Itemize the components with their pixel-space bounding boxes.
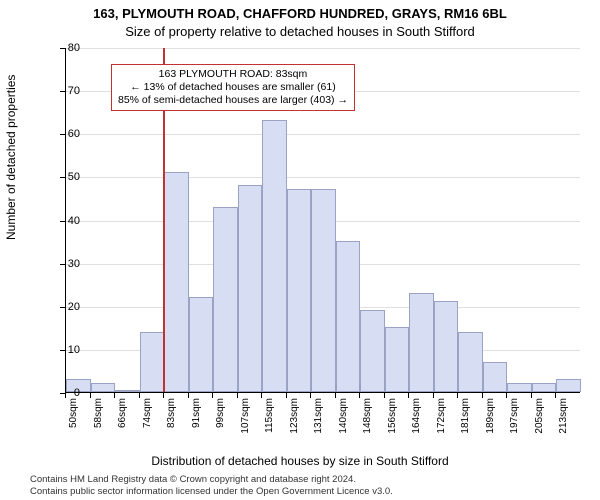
- x-tick-label: 115sqm: [264, 398, 275, 433]
- x-tick-label: 91sqm: [191, 398, 202, 428]
- histogram-bar: [238, 185, 263, 392]
- gridline: [66, 177, 580, 178]
- x-tick: [555, 393, 556, 398]
- x-tick: [482, 393, 483, 398]
- y-tick-label: 80: [50, 42, 80, 54]
- x-tick: [384, 393, 385, 398]
- x-tick-label: 66sqm: [117, 398, 128, 428]
- histogram-bar: [189, 297, 214, 392]
- x-tick-label: 181sqm: [460, 398, 471, 434]
- x-tick: [408, 393, 409, 398]
- x-tick-label: 156sqm: [387, 398, 398, 434]
- histogram-bar: [213, 207, 238, 392]
- x-tick: [139, 393, 140, 398]
- x-tick: [457, 393, 458, 398]
- y-tick-label: 20: [50, 301, 80, 313]
- chart-title-line2: Size of property relative to detached ho…: [0, 24, 600, 39]
- histogram-bar: [556, 379, 581, 392]
- x-tick-label: 205sqm: [534, 398, 545, 434]
- annotation-line1: 163 PLYMOUTH ROAD: 83sqm: [118, 68, 348, 81]
- histogram-bar: [336, 241, 361, 392]
- annotation-line2: ← 13% of detached houses are smaller (61…: [118, 81, 348, 94]
- x-tick-label: 189sqm: [485, 398, 496, 434]
- x-tick: [359, 393, 360, 398]
- x-tick-label: 213sqm: [558, 398, 569, 434]
- x-tick: [237, 393, 238, 398]
- x-tick: [531, 393, 532, 398]
- x-tick-label: 172sqm: [436, 398, 447, 434]
- y-tick-label: 40: [50, 215, 80, 227]
- x-tick-label: 197sqm: [509, 398, 520, 434]
- x-tick: [335, 393, 336, 398]
- x-tick: [188, 393, 189, 398]
- x-tick-label: 131sqm: [313, 398, 324, 434]
- histogram-bar: [385, 327, 410, 392]
- annotation-box: 163 PLYMOUTH ROAD: 83sqm ← 13% of detach…: [111, 64, 355, 111]
- histogram-bar: [483, 362, 508, 392]
- y-tick-label: 70: [50, 85, 80, 97]
- x-tick-label: 164sqm: [411, 398, 422, 434]
- footnote: Contains HM Land Registry data © Crown c…: [30, 474, 590, 498]
- x-tick: [286, 393, 287, 398]
- histogram-bar: [360, 310, 385, 392]
- x-tick-label: 74sqm: [142, 398, 153, 428]
- y-tick-label: 60: [50, 128, 80, 140]
- x-tick: [212, 393, 213, 398]
- x-tick: [163, 393, 164, 398]
- histogram-bar: [164, 172, 189, 392]
- histogram-bar: [91, 383, 116, 392]
- y-tick-label: 30: [50, 258, 80, 270]
- chart-title-line1: 163, PLYMOUTH ROAD, CHAFFORD HUNDRED, GR…: [0, 6, 600, 21]
- x-tick-label: 58sqm: [93, 398, 104, 428]
- histogram-bar: [287, 189, 312, 392]
- x-tick-label: 107sqm: [240, 398, 251, 434]
- histogram-bar: [311, 189, 336, 392]
- gridline: [66, 134, 580, 135]
- histogram-bar: [140, 332, 165, 392]
- histogram-bar: [409, 293, 434, 392]
- histogram-bar: [507, 383, 532, 392]
- footnote-line1: Contains HM Land Registry data © Crown c…: [30, 474, 590, 486]
- chart-container: 163, PLYMOUTH ROAD, CHAFFORD HUNDRED, GR…: [0, 0, 600, 500]
- y-axis-label: Number of detached properties: [4, 75, 18, 240]
- y-tick-label: 50: [50, 171, 80, 183]
- histogram-bar: [458, 332, 483, 392]
- histogram-bar: [434, 301, 459, 392]
- gridline: [66, 48, 580, 49]
- x-tick: [65, 393, 66, 398]
- footnote-line2: Contains public sector information licen…: [30, 486, 590, 498]
- plot-area: 163 PLYMOUTH ROAD: 83sqm ← 13% of detach…: [65, 48, 580, 393]
- x-tick-label: 99sqm: [215, 398, 226, 428]
- histogram-bar: [115, 390, 140, 392]
- histogram-bar: [532, 383, 557, 392]
- x-tick: [114, 393, 115, 398]
- x-tick-label: 148sqm: [362, 398, 373, 434]
- x-tick: [261, 393, 262, 398]
- x-axis-label: Distribution of detached houses by size …: [0, 454, 600, 468]
- x-tick: [433, 393, 434, 398]
- histogram-bar: [262, 120, 287, 392]
- x-tick: [506, 393, 507, 398]
- x-tick: [310, 393, 311, 398]
- y-tick-label: 10: [50, 344, 80, 356]
- x-tick-label: 83sqm: [166, 398, 177, 428]
- annotation-line3: 85% of semi-detached houses are larger (…: [118, 94, 348, 107]
- x-tick-label: 123sqm: [289, 398, 300, 434]
- x-tick-label: 50sqm: [68, 398, 79, 428]
- x-tick-label: 140sqm: [338, 398, 349, 434]
- x-tick: [90, 393, 91, 398]
